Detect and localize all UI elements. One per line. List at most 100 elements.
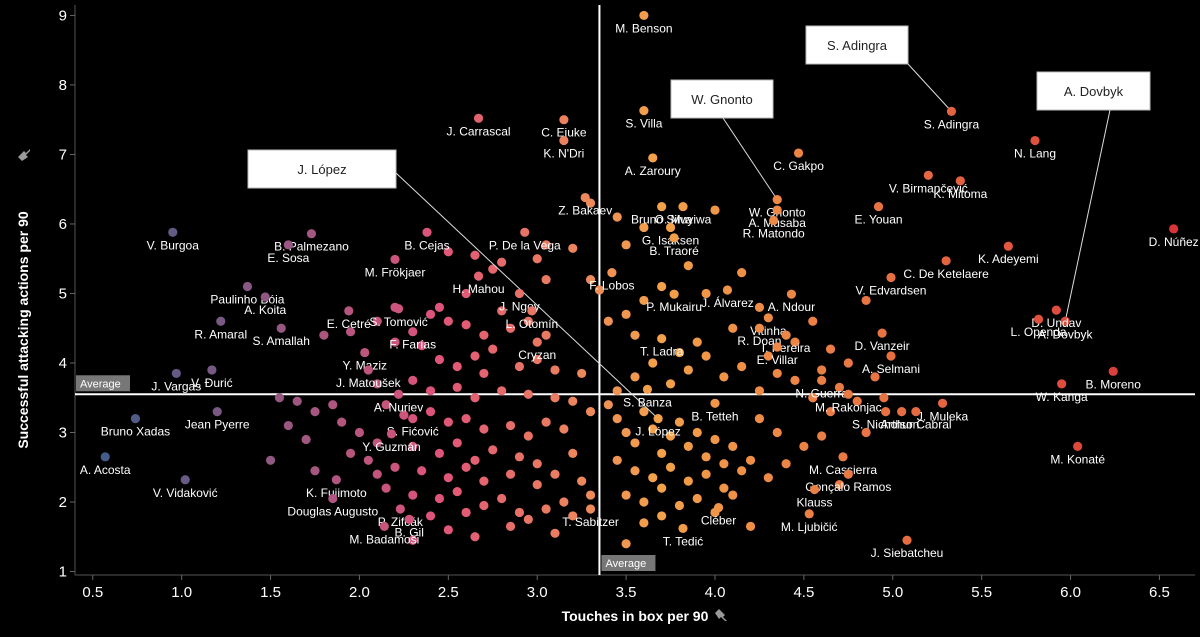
data-point <box>603 400 613 410</box>
data-point <box>793 148 804 158</box>
data-point <box>497 386 507 396</box>
data-point <box>425 511 436 521</box>
x-axis-title: Touches in box per 90 <box>562 608 709 624</box>
point-label: K. N'Dri <box>543 147 584 161</box>
data-point <box>719 372 729 382</box>
data-point <box>1169 224 1179 234</box>
data-point <box>1030 135 1040 146</box>
point-label: Cléber <box>701 514 736 528</box>
data-point <box>568 448 578 458</box>
x-tick-label: 1.0 <box>171 584 192 601</box>
point-label: S. Amallah <box>253 334 310 348</box>
point-label: B. Cejas <box>404 238 449 252</box>
data-point <box>301 434 311 445</box>
data-point <box>497 306 507 316</box>
point-label: S. Nicholson <box>852 418 919 432</box>
point-label: J. Siebatcheu <box>871 546 944 560</box>
data-point <box>479 330 489 340</box>
y-tick-label: 9 <box>59 7 67 24</box>
data-point <box>337 417 347 427</box>
data-point <box>937 398 948 408</box>
data-point <box>541 417 551 427</box>
average-x-label: Average <box>605 558 646 570</box>
data-point <box>877 328 887 338</box>
data-point <box>130 413 141 424</box>
data-point <box>514 507 525 518</box>
data-point <box>434 354 445 365</box>
data-point <box>523 431 533 441</box>
point-label: M. Cassierra <box>809 463 877 477</box>
data-point <box>692 337 702 347</box>
data-point <box>1033 314 1044 324</box>
data-point <box>283 240 293 250</box>
data-point <box>541 504 551 514</box>
data-point <box>479 476 489 486</box>
data-point <box>328 493 338 504</box>
x-tick-label: 2.0 <box>349 584 370 601</box>
data-point <box>408 327 418 337</box>
data-point <box>470 532 480 542</box>
point-label: M. Konaté <box>1050 452 1105 466</box>
y-axis-title: Successful attacking actions per 90 <box>15 211 31 449</box>
point-label: V. Đurić <box>191 376 233 390</box>
data-point <box>523 316 533 326</box>
data-point <box>843 389 853 399</box>
data-point <box>879 393 889 403</box>
data-point <box>381 400 391 410</box>
data-point <box>577 368 587 379</box>
data-point <box>843 469 853 479</box>
point-label: V. Burgoa <box>147 238 200 252</box>
point-label: K. Adeyemi <box>978 252 1039 266</box>
data-point <box>897 407 907 417</box>
data-point <box>683 476 693 486</box>
x-axis-pin-icon <box>715 609 727 621</box>
data-point <box>319 330 329 340</box>
y-axis-pin-icon <box>18 149 30 161</box>
data-point <box>443 525 453 535</box>
data-point <box>331 475 341 485</box>
data-point <box>674 347 685 358</box>
data-point <box>621 539 631 549</box>
data-point <box>404 514 414 524</box>
data-point <box>653 413 663 424</box>
data-point <box>701 469 711 479</box>
x-tick-label: 2.5 <box>438 584 459 601</box>
data-point <box>772 342 782 352</box>
y-axis-ticks: 1 2 3 4 5 6 7 8 9 <box>59 7 75 581</box>
data-point <box>180 475 190 485</box>
data-point <box>461 320 471 330</box>
point-label: V. Edvardsen <box>856 283 927 297</box>
data-point <box>754 413 765 424</box>
x-tick-label: 4.5 <box>793 584 814 601</box>
point-label: Bruno Xadas <box>101 425 170 439</box>
data-point <box>674 417 685 427</box>
data-point <box>488 264 498 274</box>
data-point <box>683 441 693 452</box>
point-label: J. Vargas <box>151 379 201 393</box>
callout-leaders <box>395 63 1111 419</box>
data-point <box>550 393 560 403</box>
data-point <box>772 195 782 205</box>
point-label: P. Mukairu <box>646 300 702 314</box>
data-point <box>630 330 640 340</box>
data-point <box>310 407 320 417</box>
callouts: S. Adingra W. Gnonto A. Dovbyk J. López <box>247 25 1151 189</box>
data-point <box>719 483 729 493</box>
data-point <box>479 424 489 434</box>
labeled-points: M. Benson S. Adingra A. Dovbyk W. Gnonto J. … <box>80 10 1199 560</box>
callout-box <box>805 25 909 65</box>
data-point <box>838 452 848 462</box>
data-point <box>769 215 779 226</box>
data-point <box>585 504 596 514</box>
data-point <box>585 407 596 417</box>
data-point <box>817 365 827 375</box>
data-point <box>1073 441 1083 452</box>
data-point <box>612 212 622 222</box>
data-point <box>701 351 711 361</box>
point-label: J. Carrascal <box>447 124 511 138</box>
x-tick-label: 6.0 <box>1060 584 1081 601</box>
data-point <box>639 518 649 528</box>
point-label: L. Openda <box>1011 325 1067 339</box>
data-point <box>568 396 578 406</box>
data-point <box>923 170 933 180</box>
